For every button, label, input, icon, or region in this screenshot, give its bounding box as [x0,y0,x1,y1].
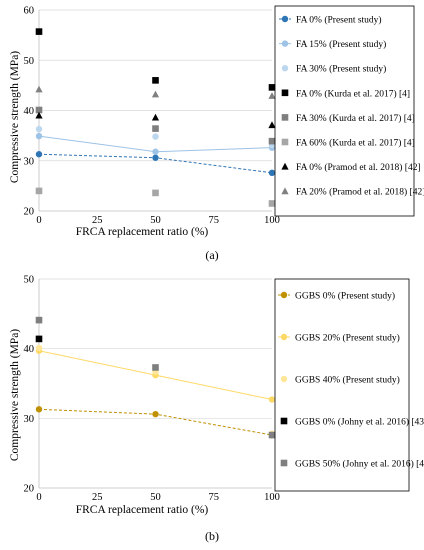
chart-a-legend-box [274,5,415,217]
chart-a-legend-marker [281,162,289,170]
chart-a-series-5-point [35,187,43,195]
chart-b-legend-marker [280,459,288,467]
chart-a-legend-marker [281,65,289,72]
chart-b-series-4-point [152,364,159,371]
chart-a-series-3-point [268,84,276,91]
chart-b-series-3-point [35,335,43,343]
chart-b-x-tick-label: 75 [209,492,220,503]
chart-b-series-4-point [268,431,276,439]
chart-b-x-tick-label: 50 [150,492,161,503]
chart-b-ticks: 20 30 40 50 0 25 50 75 100 [24,275,280,504]
chart-a-x-tick-label: 75 [209,215,220,226]
chart-a-legend-marker [281,187,289,195]
chart-a-caption: (a) [205,248,218,262]
chart-b-y-tick-label: 50 [24,275,35,286]
chart-b-y-tick-label: 40 [24,344,35,355]
chart-a-series-1-point [152,148,159,155]
chart-b-x-tick-label: 100 [264,492,280,503]
chart-a-series-0-point [152,154,159,161]
chart-b-legend-marker [280,375,288,383]
chart-a-legend-label: FA 30% (Present study) [296,64,386,75]
chart-a-y-tick-label: 50 [24,56,35,67]
chart-a-legend-marker [281,89,289,97]
chart-a-legend-label: FA 15% (Present study) [296,39,386,50]
chart-b-legend-label: GGBS 50% (Johny et al. 2016) [43] [295,459,424,470]
chart-a-series-0-point [268,169,276,177]
chart-a-y-tick-label: 30 [24,156,35,167]
chart-a-series-5-point [268,200,276,207]
chart-b-legend-label: GGBS 40% (Present study) [295,375,400,386]
chart-b-series-2-point [35,344,43,352]
chart-a-legend-label: FA 20% (Pramod et al. 2018) [42] [296,187,424,198]
chart-b-x-axis-label: FRCA replacement ratio (%) [76,504,209,516]
chart-a-series-5-point [152,189,159,197]
chart-a-legend: FA 0% (Present study) FA 15% (Present stu… [279,15,424,198]
chart-a-series-0-point [35,151,43,158]
chart-a-legend-label: FA 0% (Pramod et al. 2018) [42] [296,162,421,173]
chart-a-legend-label: FA 0% (Kurda et al. 2017) [4] [296,88,410,99]
chart-b-series-lines [38,350,273,436]
chart-b-legend-label: GGBS 0% (Johny et al. 2016) [43] [295,417,424,428]
chart-a-legend-marker [281,15,289,23]
chart-b-y-tick-label: 20 [24,484,35,495]
chart-b-series-4-point [35,316,43,324]
chart-a-series-7-point [268,92,276,99]
chart-b: 20 30 40 50 0 25 50 75 100 FRCA replacement rati… [9,275,424,544]
chart-a: 20 30 40 50 60 0 25 50 75 100 FRCA replacement ra… [9,6,424,263]
chart-a-series-4-point [268,137,276,145]
chart-a-series-6-point [151,113,160,121]
chart-a-x-tick-label: 100 [264,215,280,226]
chart-a-series-6-point [35,111,43,119]
chart-a-series-3-point [152,77,159,84]
chart-a-y-axis-label: Compressive strength (MPa) [9,51,21,183]
chart-a-series-4-point [152,125,159,132]
chart-a-series-2-point [35,125,43,133]
chart-b-y-axis-label: Compressive strength (MPa) [9,329,21,461]
chart-a-legend-marker [281,40,289,47]
chart-b-legend-label: GGBS 20% (Present study) [295,333,400,344]
chart-b-series-1-point [268,396,276,403]
chart-a-legend-marker [281,138,289,146]
chart-b-gridlines [39,278,272,419]
chart-b-legend-label: GGBS 0% (Present study) [295,291,395,302]
chart-a-y-tick-label: 60 [24,6,35,17]
chart-a-legend-label: FA 30% (Kurda et al. 2017) [4] [296,113,415,124]
chart-b-caption: (b) [205,529,219,543]
chart-a-legend-label: FA 60% (Kurda et al. 2017) [4] [296,138,415,149]
chart-b-legend-box [274,278,410,492]
chart-b-x-tick-label: 0 [36,492,41,503]
chart-b-y-tick-label: 30 [24,414,35,425]
chart-a-series-1-point [35,132,43,140]
chart-a-y-tick-label: 40 [24,106,35,117]
chart-b-markers [35,316,276,439]
chart-a-legend-label: FA 0% (Present study) [296,15,382,26]
chart-a-series-3-point [35,28,43,35]
chart-a-x-axis-label: FRCA replacement ratio (%) [76,226,209,238]
chart-b-series-0-point [152,410,159,418]
chart-a-series-7-point [151,90,160,98]
chart-a-x-tick-label: 0 [36,215,41,226]
chart-a-x-tick-label: 25 [92,215,103,226]
chart-b-legend-marker [280,333,288,341]
chart-a-series-6-point [268,121,276,129]
chart-a-y-tick-label: 20 [24,207,35,218]
chart-a-legend-marker [281,114,289,121]
chart-b-axes [38,279,272,489]
chart-a-series-7-point [35,85,43,93]
chart-a-x-tick-label: 50 [150,215,161,226]
chart-b-legend-marker [280,291,288,299]
chart-a-ticks: 20 30 40 50 60 0 25 50 75 100 [24,6,280,227]
chart-b-x-tick-label: 25 [92,492,103,503]
chart-b-legend-marker [280,417,288,425]
chart-a-markers [35,28,276,207]
chart-b-series-0-point [35,406,43,413]
chart-a-series-4-point [35,106,43,114]
chart-a-series-2-point [152,133,159,140]
chart-b-legend: GGBS 0% (Present study) GGBS 20% (Present… [278,291,424,470]
